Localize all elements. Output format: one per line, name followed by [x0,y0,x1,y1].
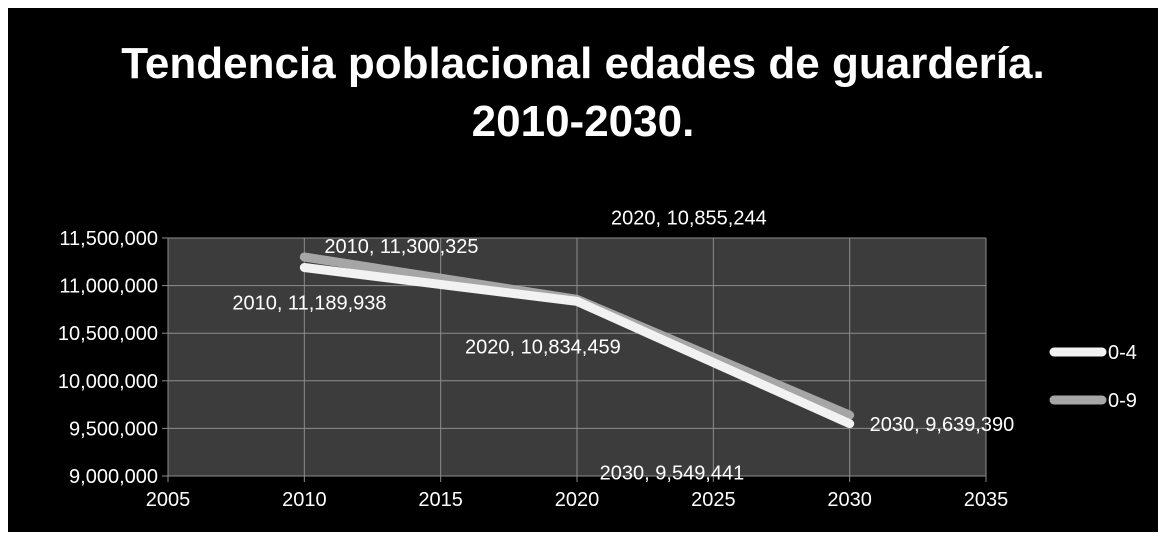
x-tick-label: 2025 [691,489,736,511]
x-tick-label: 2030 [827,489,872,511]
y-tick-label: 9,500,000 [69,418,158,440]
y-tick-label: 11,500,000 [59,228,158,250]
y-tick-label: 9,000,000 [69,466,158,488]
x-tick-label: 2010 [282,489,327,511]
data-label: 2020, 10,855,244 [611,207,767,229]
data-label: 2030, 9,549,441 [600,463,745,485]
x-tick-label: 2005 [146,489,191,511]
series-lines [299,252,855,429]
data-label: 2010, 11,300,325 [324,236,478,258]
legend: 0-4 0-9 [1049,342,1137,412]
data-labels: 2010, 11,189,938 2020, 10,834,459 2030, 9,… [232,207,1014,484]
line-chart: Tendencia poblacional edades de guarderí… [58,39,1137,511]
legend-label: 0-9 [1108,390,1137,412]
data-label: 2020, 10,834,459 [465,336,621,358]
y-tick-label: 10,500,000 [58,323,158,345]
chart-title-line-1: Tendencia poblacional edades de guarderí… [121,39,1044,88]
x-tick-label: 2035 [964,489,1009,511]
x-tick-label: 2015 [418,489,463,511]
data-label: 2010, 11,189,938 [232,293,386,315]
x-tick-label: 2020 [555,489,600,511]
y-tick-label: 10,000,000 [58,371,158,393]
axes: 9,000,000 9,500,000 10,000,000 10,500,000 11… [58,228,1008,511]
chart-frame: Tendencia poblacional edades de guarderí… [8,8,1158,532]
chart-title-line-2: 2010-2030. [472,97,695,146]
series-line-0-4 [299,263,855,429]
legend-label: 0-4 [1108,342,1137,364]
data-label: 2030, 9,639,390 [870,414,1015,436]
y-tick-label: 11,000,000 [59,276,158,298]
